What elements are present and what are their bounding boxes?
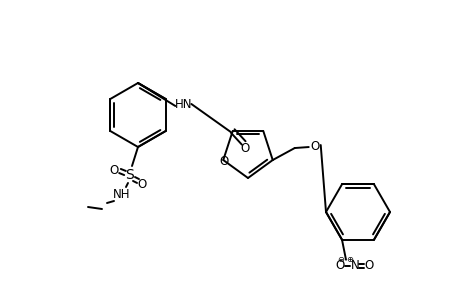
Text: O: O xyxy=(309,140,319,152)
Text: O: O xyxy=(364,259,373,272)
Text: ⊕: ⊕ xyxy=(346,255,353,264)
Text: O: O xyxy=(335,259,344,272)
Text: O: O xyxy=(219,154,229,167)
Text: NH: NH xyxy=(113,188,130,202)
Text: N: N xyxy=(350,259,358,272)
Text: O: O xyxy=(240,142,249,155)
Text: O: O xyxy=(137,178,146,191)
Text: ⊖: ⊖ xyxy=(337,255,344,264)
Text: O: O xyxy=(109,164,118,176)
Text: HN: HN xyxy=(174,98,192,112)
Text: S: S xyxy=(125,168,134,182)
